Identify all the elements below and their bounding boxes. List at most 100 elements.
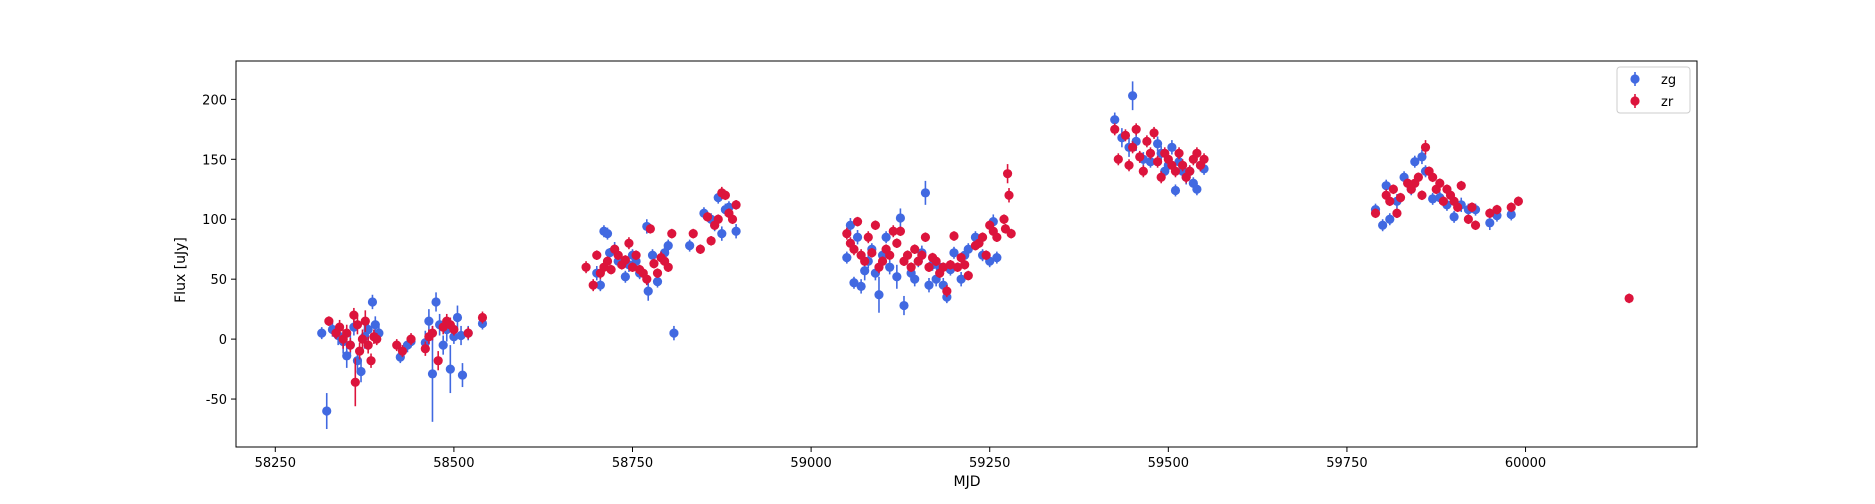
x-axis-label: MJD [954,474,981,490]
y-tick-label: 0 [219,333,227,348]
y-tick-label: 200 [202,93,227,108]
data-point [706,236,716,246]
x-tick-label: 59500 [1148,456,1189,471]
data-point [1385,196,1395,206]
data-point [438,340,448,350]
data-point [1142,136,1152,146]
data-point [1456,181,1466,191]
data-point [1153,139,1163,149]
data-point [406,334,416,344]
data-point [870,220,881,230]
x-tick-label: 59000 [790,456,831,471]
data-point [649,258,659,269]
data-point [1435,178,1445,188]
data-point [924,262,934,272]
data-point [334,322,345,332]
data-point [317,328,327,338]
data-point [910,274,920,284]
data-point [852,232,863,242]
data-point [906,262,916,272]
data-point [867,248,877,258]
data-point [360,316,370,326]
data-point [1624,293,1634,303]
data-point [842,229,852,239]
data-point [1388,184,1398,194]
data-point [581,262,591,272]
data-point [863,232,873,242]
data-point [1420,142,1431,152]
legend-label: zr [1661,95,1674,110]
data-point [1170,185,1181,196]
data-point [1428,194,1438,204]
data-point [1004,190,1014,200]
data-point [1392,208,1402,218]
data-point [642,274,652,284]
data-point [731,226,741,236]
data-point [938,262,948,272]
data-point [885,250,895,260]
data-point [1113,154,1123,164]
data-point [892,272,902,282]
data-point [910,244,920,254]
data-point [727,214,738,224]
data-point [627,262,638,272]
data-point [456,330,466,341]
x-tick-label: 58250 [255,456,296,471]
data-point [1413,172,1423,182]
data-point [963,244,973,254]
data-point [452,312,463,323]
data-point [899,300,909,311]
data-point [888,226,898,236]
data-point [663,262,673,272]
data-point [1453,202,1463,212]
legend-marker [1630,96,1640,106]
series-zg [317,81,1516,430]
data-point [945,260,956,270]
data-point [477,312,488,323]
data-point [1138,166,1148,176]
data-point [920,188,931,198]
data-point [602,229,613,239]
data-point [1506,202,1516,212]
data-point [1167,142,1177,152]
data-point [1378,220,1388,230]
data-point [895,213,906,223]
data-point [324,316,334,326]
data-point [645,224,655,234]
data-point [1002,169,1013,179]
data-point [669,328,679,338]
data-point [1192,148,1202,158]
legend: zg zr [1616,66,1691,114]
data-point [620,272,630,282]
data-point [363,340,373,350]
series-zr [324,123,1634,407]
data-point [1145,157,1156,167]
data-point [845,220,856,230]
data-point [942,286,952,296]
data-point [367,297,378,307]
data-point [717,229,727,239]
data-point [877,256,888,266]
data-point [1124,160,1134,170]
data-point [463,328,473,338]
data-point [963,270,973,281]
data-point [1128,142,1138,152]
data-point [356,366,366,377]
data-point [427,369,438,379]
data-point [952,262,963,272]
data-point [354,346,365,356]
data-point [663,241,673,251]
data-point [1449,212,1459,222]
data-point [624,238,634,248]
x-tick-label: 59250 [969,456,1010,471]
y-tick-label: 150 [202,153,227,168]
data-point [924,280,934,290]
data-point [1506,209,1516,220]
data-point [370,320,380,330]
data-point [981,250,991,260]
data-point [1199,154,1209,164]
data-point [397,346,408,356]
data-point [1385,214,1395,224]
data-point [1153,157,1163,167]
data-point [1513,196,1523,206]
